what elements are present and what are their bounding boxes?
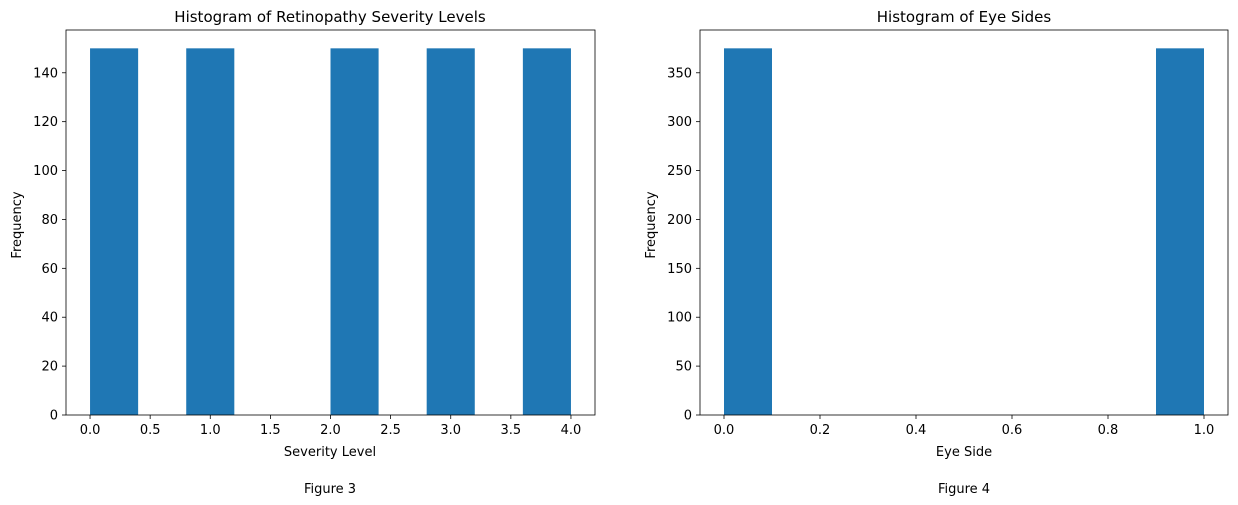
y-tick-label: 60: [41, 262, 58, 277]
histogram-bar: [724, 48, 772, 415]
x-axis-label: Eye Side: [936, 445, 992, 460]
histogram-bar: [1156, 48, 1204, 415]
x-tick-label: 2.0: [320, 423, 341, 438]
x-tick-label: 0.0: [80, 423, 101, 438]
y-tick-label: 100: [33, 164, 58, 179]
y-tick-label: 120: [33, 115, 58, 130]
figure-caption: Figure 4: [938, 482, 990, 497]
x-tick-label: 4.0: [561, 423, 582, 438]
chart-severity-levels: Histogram of Retinopathy Severity Levels…: [10, 8, 596, 497]
x-tick-label: 1.5: [260, 423, 281, 438]
figure-caption: Figure 3: [304, 482, 356, 497]
plot-area: 0.0 0.2 0.4 0.6 0.8 1.0 0 50 100 150 200 250 300 350: [667, 29, 1229, 438]
x-tick-label: 0.2: [810, 423, 831, 438]
histogram-bar: [90, 48, 139, 415]
y-tick-label: 0: [684, 409, 692, 424]
x-axis-label: Severity Level: [284, 445, 376, 460]
y-tick-label: 50: [675, 360, 692, 375]
histogram-bar: [330, 48, 379, 415]
y-tick-label: 0: [50, 409, 58, 424]
x-tick-label: 0.0: [714, 423, 735, 438]
x-tick-label: 0.8: [1098, 423, 1119, 438]
x-tick-label: 2.5: [380, 423, 401, 438]
x-tick-label: 1.0: [1194, 423, 1215, 438]
y-tick-label: 350: [667, 66, 692, 81]
y-tick-label: 250: [667, 164, 692, 179]
chart-eye-sides: Histogram of Eye Sides 0.0 0.2 0.4 0.6 0.8 1.…: [644, 8, 1229, 497]
histogram-bar: [522, 48, 571, 415]
y-tick-label: 200: [667, 213, 692, 228]
y-tick-label: 20: [41, 360, 58, 375]
y-tick-label: 80: [41, 213, 58, 228]
axes-frame: [699, 29, 1229, 416]
y-tick-label: 300: [667, 115, 692, 130]
x-tick-label: 0.5: [140, 423, 161, 438]
y-tick-label: 150: [667, 262, 692, 277]
y-tick-label: 40: [41, 311, 58, 326]
y-tick-label: 140: [33, 66, 58, 81]
chart-title: Histogram of Eye Sides: [877, 8, 1052, 26]
histogram-bar: [186, 48, 235, 415]
x-tick-label: 0.6: [1002, 423, 1023, 438]
y-axis-label: Frequency: [644, 191, 659, 258]
x-tick-label: 3.0: [440, 423, 461, 438]
x-tick-label: 0.4: [906, 423, 927, 438]
y-axis-label: Frequency: [10, 191, 25, 258]
plot-area: 0.0 0.5 1.0 1.5 2.0 2.5 3.0 3.5 4.0 0 20 40 60 80 100 1…: [33, 29, 596, 438]
x-tick-label: 1.0: [200, 423, 221, 438]
y-tick-label: 100: [667, 311, 692, 326]
x-tick-label: 3.5: [500, 423, 521, 438]
chart-title: Histogram of Retinopathy Severity Levels: [174, 8, 486, 26]
histogram-bar: [426, 48, 475, 415]
